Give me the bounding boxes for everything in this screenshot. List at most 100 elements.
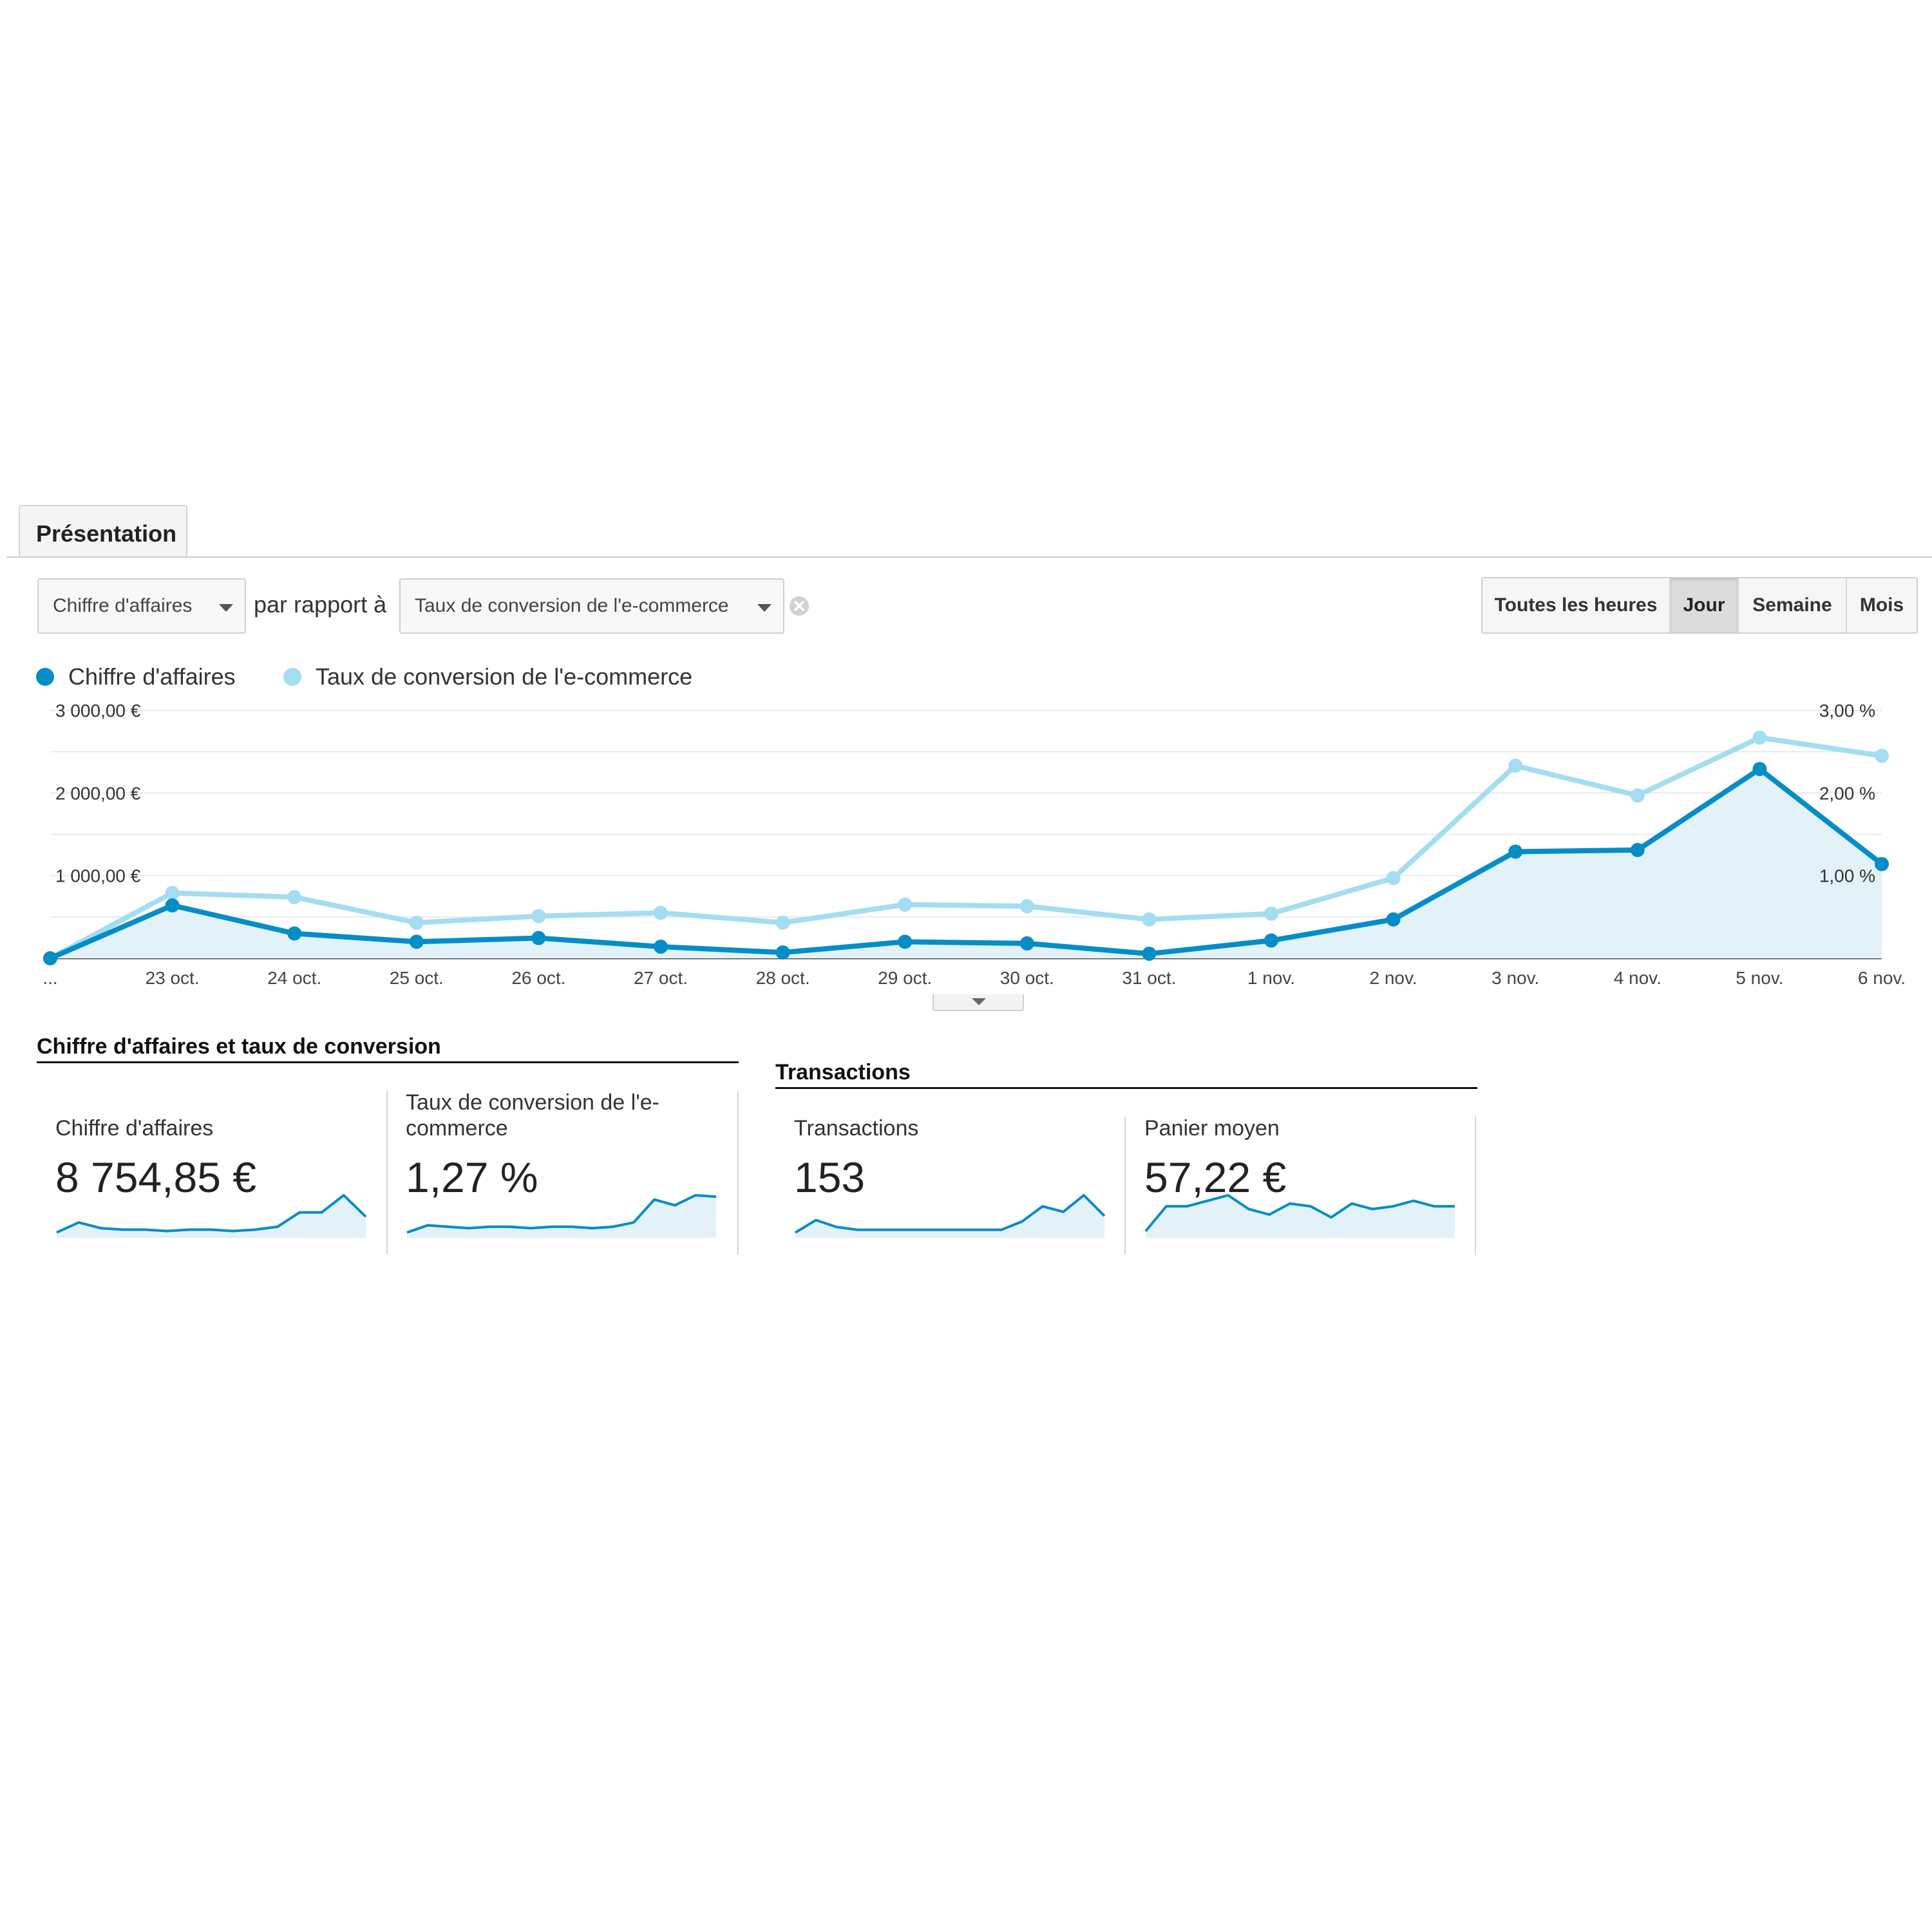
metric-label-transactions: Transactions [794, 1116, 919, 1141]
data-point-conversion [165, 886, 180, 900]
revenue-conversion-chart: 3 000,00 € 2 000,00 € 1 000,00 € 3,00 % 2,00… [43, 701, 1906, 988]
data-point-conversion [1264, 906, 1278, 921]
legend-dot-icon [36, 668, 54, 686]
data-point-revenue [1142, 946, 1157, 961]
data-point-revenue [43, 951, 57, 965]
y-left-tick-label: 2 000,00 € [55, 783, 141, 803]
data-point-revenue [409, 934, 424, 949]
sparkline-area [795, 1195, 1104, 1238]
tab-presentation[interactable]: Présentation [19, 505, 187, 558]
data-point-revenue [898, 934, 913, 949]
y-right-tick-label: 3,00 % [1819, 701, 1875, 721]
y-left-tick-label: 3 000,00 € [55, 701, 141, 721]
data-point-conversion [1508, 758, 1523, 773]
data-point-revenue [1630, 842, 1645, 857]
data-point-revenue [1752, 762, 1767, 777]
data-point-conversion [898, 897, 913, 912]
x-tick-label: 3 nov. [1492, 968, 1539, 988]
legend-label: Chiffre d'affaires [68, 663, 236, 690]
data-point-conversion [775, 915, 790, 930]
sparkline-area [1146, 1195, 1455, 1238]
revenue-area [50, 769, 1882, 958]
chart-resize-handle[interactable] [933, 994, 1024, 1011]
tab-label: Présentation [36, 520, 177, 547]
tab-divider [6, 556, 1932, 558]
series-line-conversion [49, 735, 1882, 961]
period-selector: Toutes les heures Jour Semaine Mois [1481, 577, 1918, 634]
metric-value-average-basket: 57,22 € [1144, 1153, 1287, 1201]
data-point-conversion [1752, 730, 1767, 745]
period-button-day[interactable]: Jour [1669, 578, 1738, 632]
metric-divider [1124, 1117, 1126, 1255]
data-point-conversion [409, 915, 424, 930]
data-point-revenue [1019, 936, 1034, 951]
y-left-tick-label: 1 000,00 € [55, 866, 141, 886]
period-button-week[interactable]: Semaine [1738, 578, 1846, 632]
x-tick-label: 24 oct. [267, 968, 321, 988]
data-point-revenue [654, 940, 668, 954]
clear-icon[interactable] [788, 595, 810, 617]
x-tick-label: 26 oct. [511, 968, 565, 988]
sparkline-transactions [794, 1194, 1106, 1238]
chevron-down-icon [757, 604, 772, 612]
data-point-conversion [1875, 748, 1889, 763]
group-title-transactions: Transactions [775, 1060, 911, 1084]
sparkline-area [57, 1195, 366, 1238]
sparkline-average-basket [1144, 1194, 1455, 1238]
sparkline-line [406, 1194, 717, 1234]
sparkline-line [794, 1194, 1106, 1234]
sparkline-conversion [406, 1194, 717, 1238]
chevron-down-icon [219, 604, 233, 612]
x-tick-label: 27 oct. [634, 968, 688, 988]
data-point-conversion [1386, 871, 1401, 886]
data-point-conversion [531, 909, 546, 923]
x-tick-label: 31 oct. [1122, 968, 1176, 988]
metric-divider [386, 1091, 388, 1255]
data-point-revenue [1264, 933, 1278, 948]
data-point-revenue [1875, 857, 1889, 871]
metric-divider [737, 1091, 739, 1255]
legend-label: Taux de conversion de l'e-commerce [316, 663, 693, 690]
data-point-conversion [654, 905, 668, 920]
metric-divider [1475, 1117, 1476, 1255]
period-button-month[interactable]: Mois [1846, 578, 1917, 632]
chevron-down-icon [972, 998, 986, 1005]
x-tick-label: 28 oct. [756, 968, 810, 988]
period-button-hourly[interactable]: Toutes les heures [1482, 578, 1669, 632]
secondary-metric-dropdown[interactable]: Taux de conversion de l'e-commerce [399, 578, 784, 634]
x-tick-label: 25 oct. [390, 968, 444, 988]
x-tick-label: 1 nov. [1247, 968, 1295, 988]
primary-metric-label: Chiffre d'affaires [53, 595, 193, 616]
data-point-revenue [1508, 844, 1523, 859]
group-title-revenue: Chiffre d'affaires et taux de conversion [37, 1034, 441, 1059]
metric-label-revenue: Chiffre d'affaires [55, 1116, 214, 1141]
x-tick-label: ... [43, 968, 57, 988]
x-tick-label: 29 oct. [878, 968, 932, 988]
data-point-conversion [1142, 912, 1157, 927]
x-tick-label: 5 nov. [1736, 968, 1783, 988]
y-right-tick-label: 1,00 % [1819, 866, 1875, 886]
secondary-metric-label: Taux de conversion de l'e-commerce [415, 595, 729, 616]
metric-label-average-basket: Panier moyen [1144, 1116, 1280, 1141]
series-line-revenue [49, 766, 1884, 961]
sparkline-line [56, 1194, 367, 1234]
data-point-revenue [165, 898, 180, 913]
legend-item-conversion[interactable]: Taux de conversion de l'e-commerce [283, 663, 692, 690]
primary-metric-dropdown[interactable]: Chiffre d'affaires [37, 578, 246, 634]
metric-value-conversion: 1,27 % [406, 1153, 538, 1201]
metric-value-transactions: 153 [794, 1153, 866, 1201]
data-point-revenue [775, 945, 790, 960]
data-point-conversion [287, 890, 302, 905]
x-tick-label: 4 nov. [1614, 968, 1662, 988]
metric-value-revenue: 8 754,85 € [55, 1153, 256, 1201]
legend-dot-icon [283, 668, 301, 686]
sparkline-area [407, 1195, 716, 1238]
data-point-conversion [1630, 788, 1645, 803]
x-tick-label: 2 nov. [1369, 968, 1417, 988]
group-underline [775, 1087, 1477, 1089]
group-underline [37, 1061, 739, 1063]
legend-item-revenue[interactable]: Chiffre d'affaires [36, 663, 236, 690]
x-tick-label: 30 oct. [1000, 968, 1054, 988]
data-point-revenue [287, 926, 302, 941]
versus-label: par rapport à [254, 591, 387, 618]
